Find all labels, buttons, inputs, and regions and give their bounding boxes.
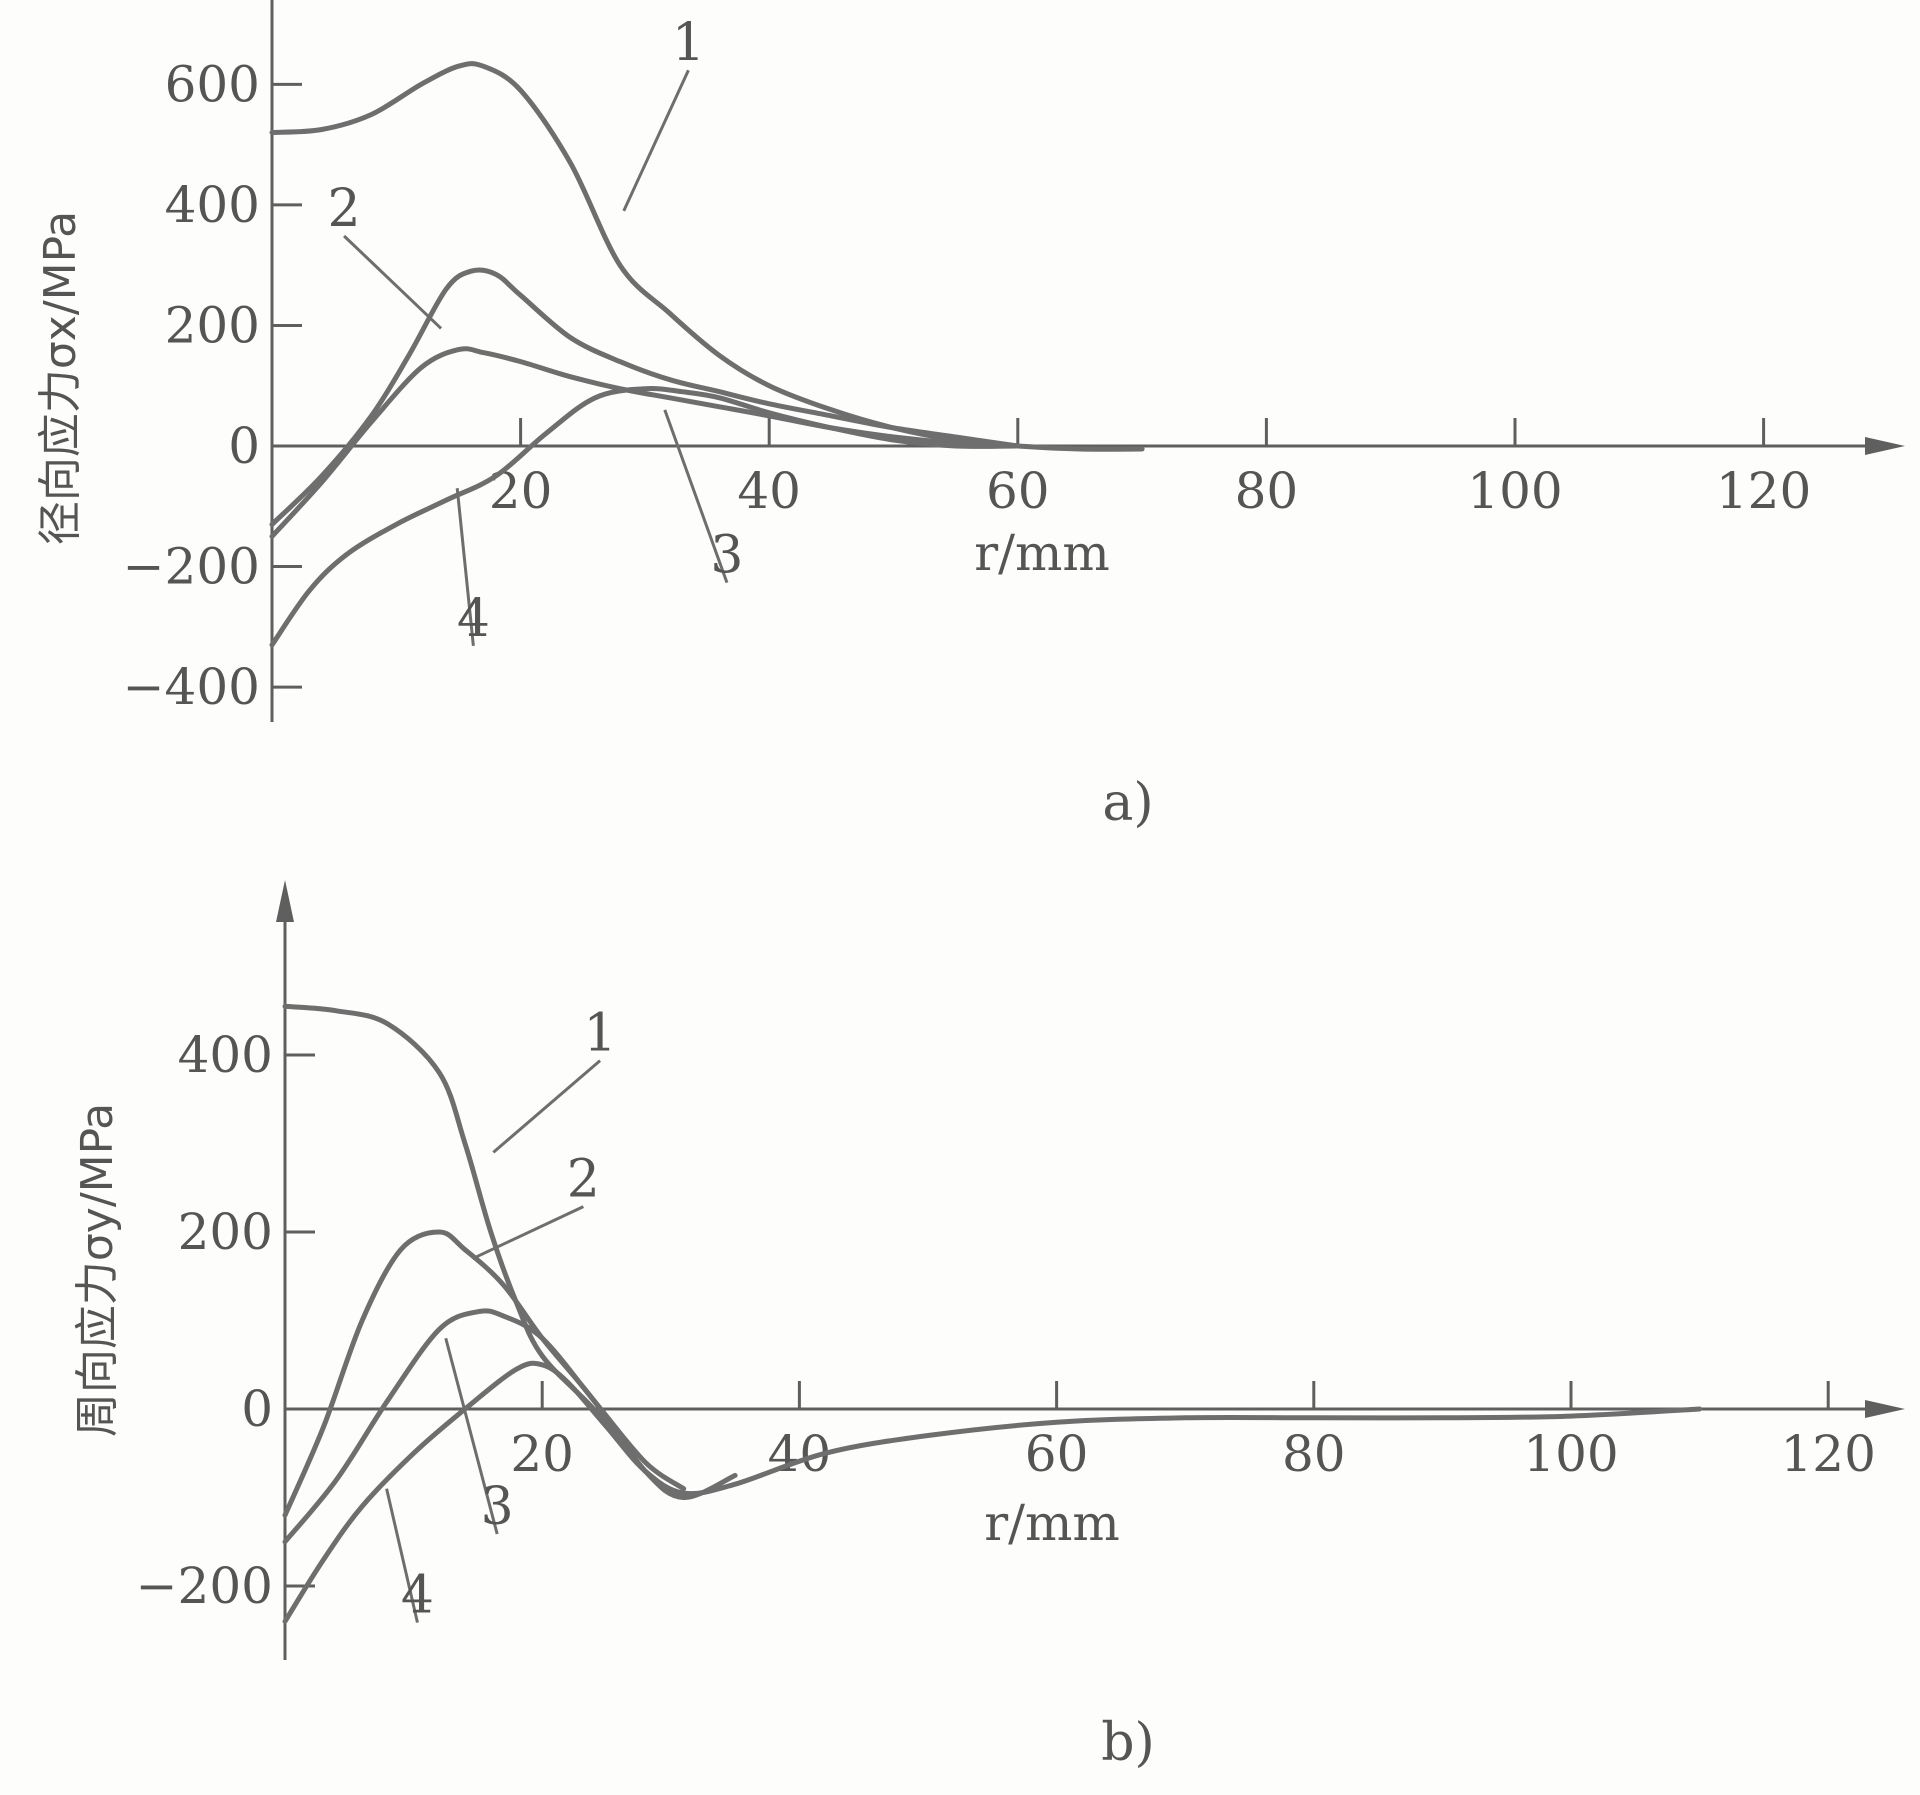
x-tick-label: 120 [1780, 1425, 1875, 1483]
y-tick-label: 400 [165, 176, 260, 234]
series-3-line [282, 1308, 687, 1545]
series-4-leader [455, 488, 475, 647]
x-axis-label: r/mm [984, 1494, 1120, 1552]
x-tick-label: 60 [986, 462, 1050, 520]
y-axis-label: 径向应力σx/MPa [35, 211, 86, 545]
panel-caption: b) [1101, 1713, 1155, 1773]
y-axis-label: 周向应力σy/MPa [72, 1103, 123, 1437]
x-tick-label: 60 [1025, 1425, 1089, 1483]
y-axis-arrow [276, 880, 294, 922]
y-tick-label: −400 [123, 658, 260, 716]
series-3-label: 3 [481, 1477, 514, 1537]
x-tick-label: 80 [1235, 462, 1299, 520]
panel-b: 20 40 60 80 100 120−2000200400r/mm周向应力σy/MPa1… [72, 880, 1905, 1773]
series-3-leader [444, 1337, 499, 1535]
y-tick-label: 400 [178, 1026, 273, 1084]
x-axis-arrow [1865, 437, 1905, 455]
y-tick-label: −200 [136, 1557, 273, 1615]
x-tick-label: 120 [1716, 462, 1811, 520]
y-tick-label: 200 [178, 1203, 273, 1261]
series-1-line [269, 61, 1145, 452]
y-tick-label: 0 [241, 1380, 273, 1438]
x-tick-label: 20 [489, 462, 553, 520]
series-4-line [282, 1360, 1703, 1624]
panel-caption: a) [1102, 773, 1153, 833]
series-1-leader [492, 1059, 602, 1154]
x-tick-label: 40 [737, 462, 801, 520]
series-4-line [269, 385, 1021, 648]
series-2-label: 2 [328, 179, 361, 239]
series-4-label: 4 [457, 589, 490, 649]
series-4-label: 4 [401, 1566, 434, 1626]
series-2-label: 2 [567, 1150, 600, 1210]
series-1-leader [622, 69, 690, 212]
x-tick-label: 20 [510, 1425, 574, 1483]
series-2-line [269, 267, 1021, 527]
x-tick-label: 80 [1282, 1425, 1346, 1483]
series-2-leader [343, 234, 443, 330]
series-3-leader [663, 409, 729, 584]
series-1-label: 1 [584, 1004, 617, 1064]
panel-a: 20 40 60 80 100 120 −400 −200 0 200 400 600 r/mm 径向应力… [35, 0, 1905, 833]
x-tick-label: 100 [1523, 1425, 1618, 1483]
y-tick-label: 600 [165, 55, 260, 113]
x-axis-arrow [1865, 1400, 1905, 1418]
y-tick-label: −200 [123, 538, 260, 596]
series-4-leader [385, 1488, 419, 1623]
y-tick-label: 200 [165, 296, 260, 354]
series-1-label: 1 [672, 13, 705, 73]
y-tick-label: 0 [228, 417, 260, 475]
series-3-label: 3 [710, 526, 743, 586]
x-tick-label: 100 [1467, 462, 1562, 520]
x-axis-label: r/mm [974, 524, 1110, 582]
series-2-leader [472, 1205, 584, 1260]
